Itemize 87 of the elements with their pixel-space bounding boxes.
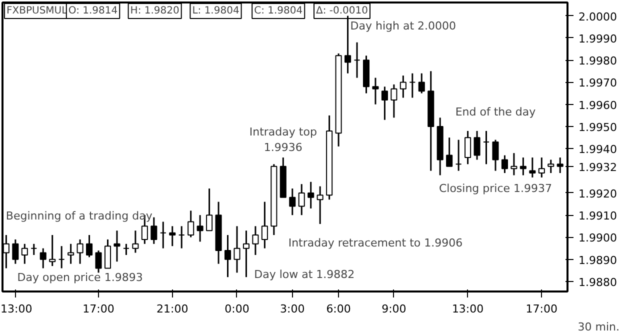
annotation: Beginning of a trading day (6, 210, 153, 223)
candlestick (548, 158, 554, 174)
candlestick (206, 188, 213, 232)
y-tick-label: 1.9990 (578, 32, 617, 46)
candlestick (261, 201, 268, 250)
annotation: Intraday retracement to 1.9906 (288, 236, 463, 250)
annotation: H: 1.9820 (130, 6, 180, 16)
candlestick (76, 238, 84, 265)
candlestick (169, 225, 176, 247)
y-tick-label: 2.0000 (578, 10, 617, 24)
candlestick (501, 154, 508, 174)
annotation: C: 1.9804 (254, 6, 303, 16)
x-tick-label: 3:00 (280, 302, 305, 316)
annotation: Intraday top 1.9936 (249, 126, 317, 154)
candlestick (188, 210, 194, 238)
candlestick (390, 84, 398, 118)
candlestick (160, 220, 166, 250)
candlestick (482, 130, 490, 165)
candlestick (538, 156, 545, 178)
annotation: Day open price 1.9893 (17, 271, 143, 284)
x-tick-label: 13:00 (452, 302, 484, 316)
y-tick-label: 1.9940 (578, 143, 617, 156)
candlestick (104, 238, 112, 269)
candlestick (464, 130, 472, 165)
y-tick-label: 1.9920 (578, 187, 617, 200)
candlestick (354, 42, 360, 79)
candlestick (474, 130, 480, 160)
candlestick (49, 234, 56, 267)
candlestick (308, 181, 314, 210)
annotation: L: 1.9804 (192, 6, 240, 16)
candlestick (132, 230, 139, 254)
candlestick (242, 230, 250, 278)
candlestick (381, 86, 388, 121)
candlestick (196, 214, 204, 242)
y-tick-label: 1.9932 (578, 160, 617, 174)
y-tick-label: 1.9950 (578, 121, 617, 134)
candlestick (68, 243, 74, 265)
candlestick (520, 156, 526, 176)
candlestick (492, 139, 499, 172)
candlestick (12, 238, 19, 265)
candlestick (289, 188, 296, 216)
candlestick (234, 225, 240, 274)
y-tick-label: 1.9900 (578, 232, 617, 245)
candlestick (178, 225, 185, 250)
candlestick (114, 230, 120, 262)
annotation: Closing price 1.9937 (438, 182, 552, 195)
candlestick (372, 77, 379, 106)
y-tick-label: 1.9970 (578, 76, 617, 90)
candlestick (556, 156, 564, 174)
candlestick (40, 248, 46, 269)
x-tick-label: 17:00 (82, 302, 114, 316)
x-tick-label: 13:00 (0, 302, 32, 316)
candlestick (409, 72, 416, 98)
annotation: Day high at 2.0000 (350, 19, 456, 32)
candlestick (316, 186, 324, 225)
annotation: O: 1.9814 (68, 6, 118, 16)
candlestick (122, 243, 130, 256)
annotation: FXBPUSMUL (6, 6, 68, 16)
y-tick-label: 1.9980 (578, 54, 617, 68)
candlestick (86, 234, 93, 258)
x-tick-label: 17:00 (526, 302, 558, 316)
x-tick-label: 0:00 (224, 302, 250, 316)
annotation: Δ: -0.0010 (316, 6, 368, 16)
x-tick-label: 9:00 (382, 302, 406, 316)
candlestick (224, 234, 232, 278)
candlestick (418, 72, 425, 94)
candlestick (446, 136, 453, 168)
candlestick (529, 156, 536, 178)
candlestick (21, 243, 28, 265)
y-tick-label: 1.9960 (578, 98, 617, 112)
x-tick-label: 6:00 (326, 302, 351, 316)
x-tick-label: 21:00 (156, 302, 188, 316)
candlestick (400, 74, 406, 98)
candlestick (298, 183, 305, 216)
candlestick (150, 216, 158, 245)
annotation: Day low at 1.9882 (254, 268, 355, 281)
candlestick (30, 243, 38, 256)
y-tick-label: 1.9880 (578, 276, 617, 290)
y-tick-label: 1.9890 (578, 254, 617, 267)
candlestick (95, 250, 102, 274)
text: 30 min. (578, 320, 620, 333)
candlestick (252, 225, 259, 256)
y-tick-label: 1.9910 (578, 210, 617, 223)
candlestick (510, 152, 518, 176)
annotation: End of the day (455, 105, 536, 118)
candlestick (455, 139, 462, 172)
candlestick (58, 245, 65, 269)
